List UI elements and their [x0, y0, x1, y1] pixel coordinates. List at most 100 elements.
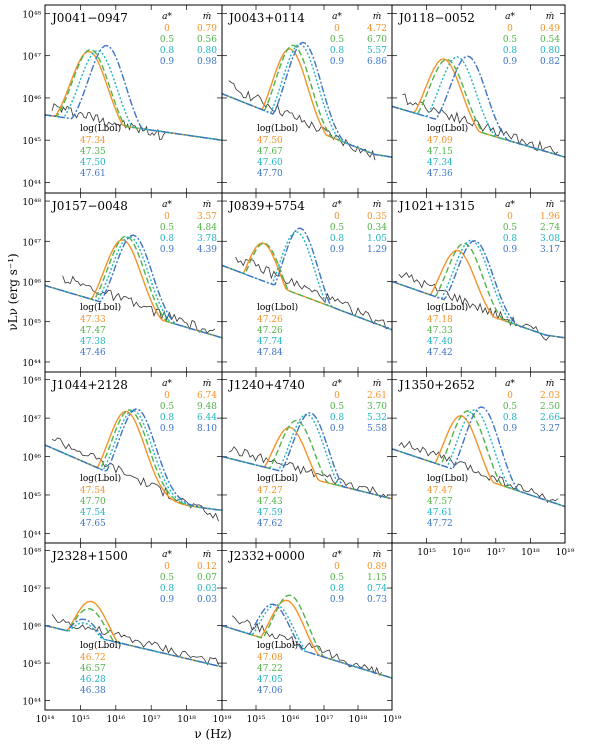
mdot-value: 2.74 [540, 223, 560, 233]
model-curve-spin-2 [391, 56, 566, 158]
spin-value: 0 [164, 562, 170, 572]
lbol-value: 47.36 [427, 169, 453, 179]
spin-value: 0.5 [503, 223, 518, 233]
mdot-value: 4.84 [197, 223, 217, 233]
mdot-header: ṁ [203, 550, 212, 560]
mdot-value: 0.79 [197, 24, 217, 34]
lbol-value: 47.33 [427, 326, 453, 336]
lbol-value: 47.09 [427, 136, 453, 146]
x-axis-label: ν (Hz) [194, 727, 231, 741]
spin-value: 0.8 [330, 234, 345, 244]
spin-value: 0.5 [160, 35, 175, 45]
mdot-header: ṁ [373, 200, 382, 210]
lbol-value: 47.22 [257, 664, 283, 674]
mdot-value: 2.50 [540, 402, 560, 412]
panel-6: J1021+1315 a* ṁ 0 1.96 0.5 2.74 0.8 3.08 0.9 3.17 l… [391, 192, 566, 373]
panel-10: J2328+1500 a* ṁ 0 0.12 0.5 0.07 0.8 0.03 0.9 0.03 l… [22, 542, 232, 725]
lbol-value: 47.61 [80, 169, 106, 179]
model-curve-spin-1 [44, 235, 223, 339]
y-tick-label: 10⁴⁵ [22, 660, 41, 670]
spin-header: a* [162, 379, 172, 389]
lbol-value: 47.57 [427, 497, 453, 507]
spin-header: a* [162, 12, 172, 22]
object-name: J1021+1315 [397, 199, 475, 213]
lbol-value: 47.15 [427, 147, 453, 157]
model-curve-spin-3 [44, 44, 223, 141]
lbol-value: 47.08 [257, 653, 283, 663]
object-name: J1044+2128 [50, 378, 128, 392]
mdot-header: ṁ [546, 200, 555, 210]
lbol-value: 47.33 [80, 315, 106, 325]
mdot-value: 1.05 [367, 234, 387, 244]
x-tick-label: 10¹⁷ [315, 715, 334, 725]
lbol-value: 47.26 [257, 326, 283, 336]
y-tick-label: 10⁴⁵ [22, 137, 41, 147]
mdot-value: 0.89 [367, 562, 387, 572]
spin-value: 0.5 [503, 402, 518, 412]
panel-9: J1350+2652 a* ṁ 0 2.03 0.5 2.50 0.8 2.66 0.9 3.27 l… [391, 371, 575, 558]
model-curve-spin-0 [44, 239, 223, 339]
object-name: J1240+4740 [227, 378, 305, 392]
mdot-value: 6.74 [197, 391, 217, 401]
observed-data [51, 614, 219, 666]
mdot-value: 0.34 [367, 223, 387, 233]
lbol-value: 47.74 [257, 337, 283, 347]
y-tick-label: 10⁴⁸ [22, 198, 41, 208]
lbol-value: 47.26 [257, 315, 283, 325]
spin-value: 0 [334, 391, 340, 401]
mdot-value: 2.03 [540, 391, 560, 401]
x-tick-label: 10¹⁴ [36, 715, 55, 725]
mdot-value: 4.39 [197, 245, 217, 255]
model-curve-spin-3 [391, 55, 566, 158]
spin-value: 0 [164, 24, 170, 34]
spin-header: a* [505, 379, 515, 389]
panel-1: J0041−0947 a* ṁ 0 0.79 0.5 0.56 0.8 0.80 0.9 0.98 l… [22, 4, 223, 194]
spin-value: 0.8 [330, 584, 345, 594]
panel-frame [221, 542, 393, 711]
lbol-value: 47.47 [80, 326, 106, 336]
mdot-value: 3.70 [367, 402, 387, 412]
mdot-header: ṁ [373, 550, 382, 560]
lbol-header: log(Lbol) [257, 473, 298, 484]
mdot-header: ṁ [546, 12, 555, 22]
model-curve-spin-1 [44, 409, 223, 511]
y-tick-label: 10⁴⁷ [22, 238, 41, 248]
mdot-value: 0.73 [367, 595, 387, 605]
lbol-value: 47.05 [257, 675, 283, 685]
spin-value: 0.8 [160, 413, 175, 423]
mdot-value: 0.49 [540, 24, 560, 34]
lbol-value: 47.42 [427, 348, 453, 358]
lbol-value: 47.62 [257, 519, 283, 529]
observed-data [228, 446, 389, 498]
y-tick-label: 10⁴⁷ [22, 53, 41, 63]
mdot-value: 1.96 [540, 212, 560, 222]
model-curve-spin-1 [44, 607, 223, 668]
spin-value: 0.9 [330, 245, 345, 255]
object-name: J0043+0114 [227, 11, 305, 25]
lbol-header: log(Lbol) [80, 302, 121, 313]
y-tick-label: 10⁴⁸ [22, 377, 41, 387]
mdot-header: ṁ [203, 12, 212, 22]
x-tick-label: 10¹⁶ [452, 548, 471, 558]
x-tick-label: 10¹⁹ [213, 715, 232, 725]
spin-value: 0.5 [503, 35, 518, 45]
observed-data [62, 275, 216, 334]
lbol-value: 46.38 [80, 686, 106, 696]
spin-value: 0.8 [330, 413, 345, 423]
model-curve-spin-3 [221, 603, 393, 679]
lbol-value: 46.72 [80, 653, 106, 663]
model-curve-spin-0 [44, 410, 223, 511]
lbol-value: 47.61 [427, 508, 453, 518]
spin-value: 0 [507, 24, 513, 34]
spin-value: 0.9 [330, 595, 345, 605]
spin-value: 0.9 [330, 57, 345, 67]
lbol-value: 47.35 [80, 147, 106, 157]
spin-header: a* [332, 12, 342, 22]
spin-header: a* [332, 550, 342, 560]
y-tick-label: 10⁴⁴ [22, 698, 41, 708]
spin-value: 0.5 [330, 573, 345, 583]
y-tick-label: 10⁴⁸ [22, 548, 41, 558]
y-tick-label: 10⁴⁶ [22, 623, 41, 633]
spin-header: a* [505, 12, 515, 22]
observed-data [51, 437, 219, 522]
